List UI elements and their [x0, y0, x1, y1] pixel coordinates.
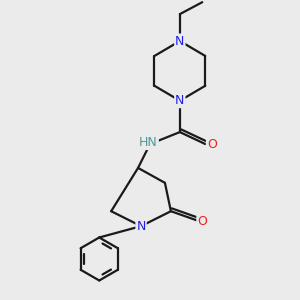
- Text: N: N: [175, 94, 184, 107]
- Text: HN: HN: [139, 136, 158, 149]
- Text: N: N: [175, 34, 184, 47]
- Text: O: O: [207, 137, 217, 151]
- Text: O: O: [197, 215, 207, 228]
- Text: N: N: [136, 220, 146, 232]
